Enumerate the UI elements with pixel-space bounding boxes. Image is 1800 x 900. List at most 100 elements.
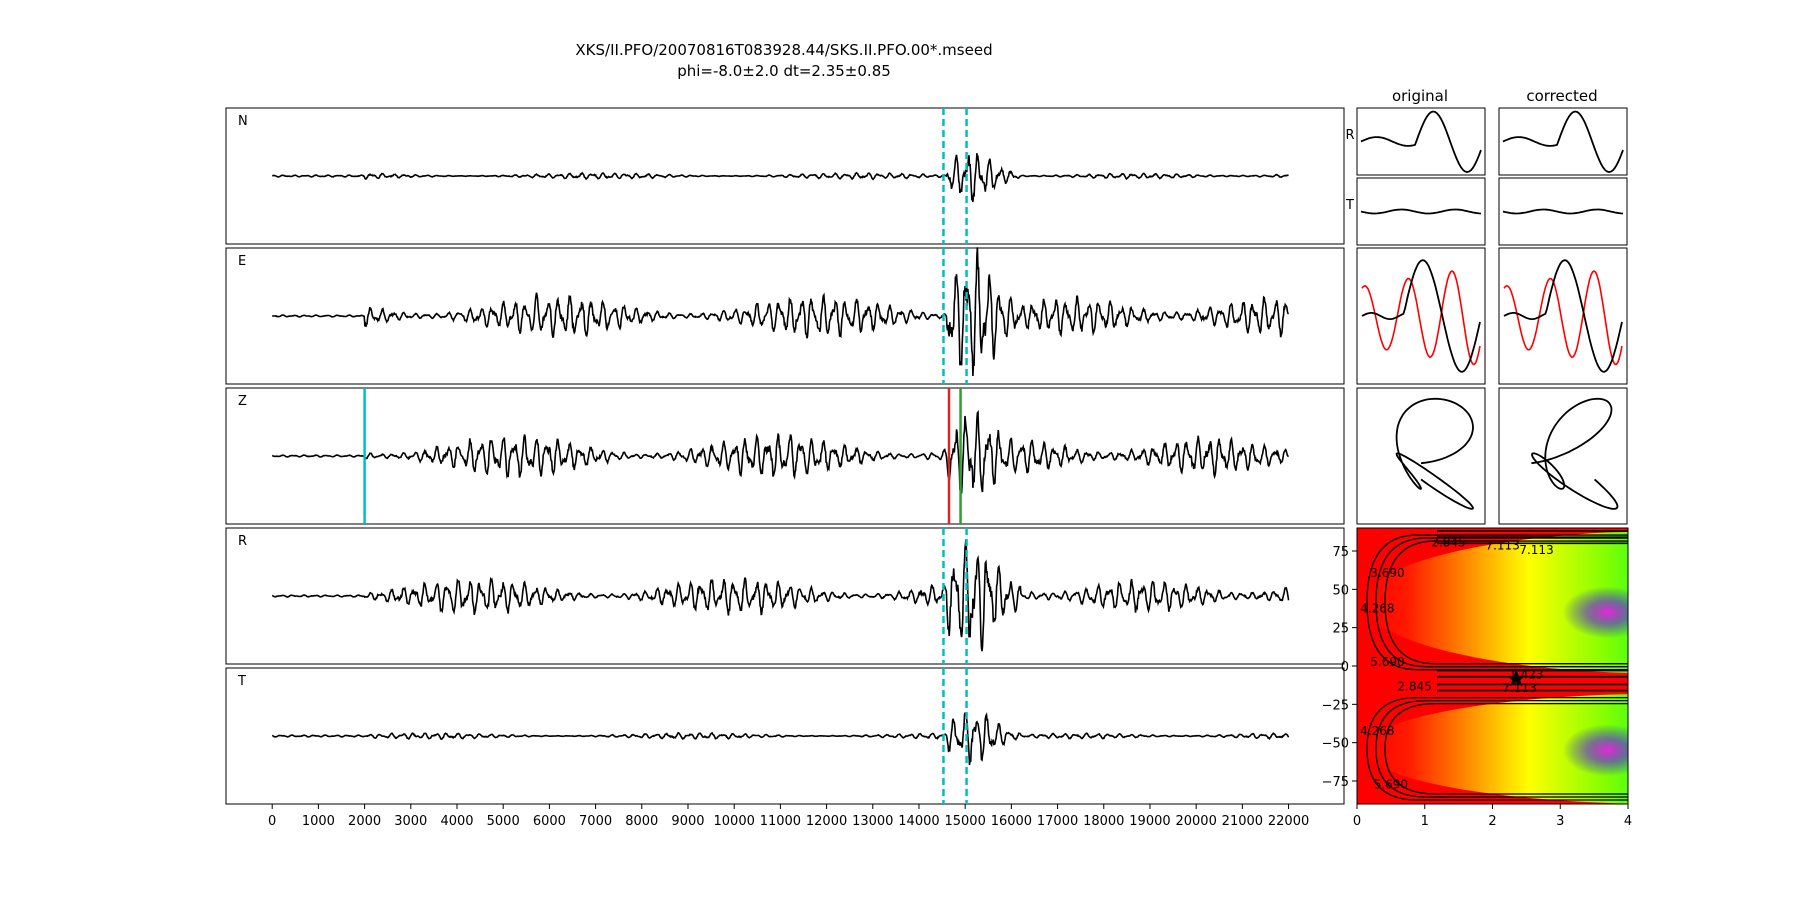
x-tick-label: 17000	[1037, 814, 1078, 829]
contour-label: 7.113	[1485, 538, 1519, 552]
x-tick-label: 3000	[394, 814, 427, 829]
x-tick-label: 21000	[1222, 814, 1263, 829]
trace-N	[272, 153, 1289, 203]
contour-label: 2.845	[1397, 680, 1431, 694]
contour-label: 4.268	[1360, 724, 1394, 738]
x-tick-label: 13000	[852, 814, 893, 829]
waveform-panel-E: E	[225, 247, 1345, 385]
particle-panel-corrected-0	[1498, 107, 1628, 176]
particle-panel-original-2	[1356, 247, 1486, 385]
particle-panel-original-0	[1356, 107, 1486, 176]
surface-lobe	[1364, 531, 1628, 674]
component-trace-black	[1503, 259, 1623, 373]
x-tick-label: 5000	[487, 814, 520, 829]
particle-motion-path	[1531, 397, 1619, 510]
x-tick-label: 4000	[440, 814, 473, 829]
panel-frame	[1356, 177, 1486, 246]
x-tick-label: 7000	[579, 814, 612, 829]
panel-frame	[1356, 247, 1486, 385]
contour-line	[1366, 534, 1628, 671]
chart-title-line1: XKS/II.PFO/20070816T083928.44/SKS.II.PFO…	[575, 41, 992, 59]
transverse-trace	[1360, 208, 1482, 215]
surface-fill: 2.845 7.113 7.1131.4232.8453.6904.2684.268…	[1357, 528, 1628, 804]
x-tick-label: 18000	[1083, 814, 1124, 829]
contour-label: 5.690	[1370, 655, 1404, 669]
panel-frame	[1498, 177, 1628, 246]
panel-label-Z: Z	[238, 394, 247, 409]
panel-frame	[1498, 247, 1628, 385]
contour-line	[1366, 696, 1628, 801]
surface-x-tick-label: 0	[1353, 814, 1361, 829]
x-tick-label: 6000	[533, 814, 566, 829]
x-tick-label: 0	[268, 814, 276, 829]
panel-frame	[1356, 387, 1486, 525]
x-tick-label: 19000	[1129, 814, 1170, 829]
contour-line	[1384, 540, 1628, 665]
column-title-corrected: corrected	[1526, 87, 1597, 105]
surface-y-tick-label: 75	[1332, 545, 1349, 560]
x-tick-label: 22000	[1268, 814, 1309, 829]
surface-x-tick-label: 1	[1421, 814, 1429, 829]
component-trace-black	[1361, 259, 1481, 373]
surface-y-tick-label: 25	[1332, 622, 1349, 637]
particle-panel-corrected-3	[1498, 387, 1628, 525]
x-tick-label: 20000	[1175, 814, 1216, 829]
panel-label-R: R	[238, 534, 247, 549]
x-tick-label: 10000	[714, 814, 755, 829]
radial-trace	[1502, 110, 1624, 174]
waveform-panels: N E Z R T	[225, 107, 1345, 805]
x-tick-label: 12000	[806, 814, 847, 829]
error-surface-plot: 2.845 7.113 7.1131.4232.8453.6904.2684.268…	[1322, 527, 1632, 829]
surface-minimum	[1562, 724, 1628, 777]
contour-lines	[1366, 530, 1628, 801]
transverse-trace	[1502, 208, 1624, 215]
particle-panel-corrected-2	[1498, 247, 1628, 385]
surface-y-tick-label: 0	[1341, 660, 1349, 675]
surface-x-tick-label: 2	[1488, 814, 1496, 829]
x-tick-label: 1000	[302, 814, 335, 829]
particle-panel-original-3	[1356, 387, 1486, 525]
waveform-x-axis: 0 1000 2000 3000 4000 5000 6000 7000 8000 9000 100…	[268, 804, 1309, 829]
panel-frame	[1498, 387, 1628, 525]
surface-minimum	[1562, 586, 1628, 639]
trace-E	[272, 247, 1289, 377]
panel-frame	[225, 107, 1345, 245]
x-tick-label: 8000	[625, 814, 658, 829]
contour-line	[1384, 702, 1628, 795]
row-label-T: T	[1345, 198, 1354, 213]
particle-motion-path	[1395, 397, 1474, 510]
x-tick-label: 9000	[671, 814, 704, 829]
chart-title-line2: phi=-8.0±2.0 dt=2.35±0.85	[677, 62, 891, 80]
waveform-panel-R: R	[225, 527, 1345, 665]
contour-label: 5.690	[1374, 778, 1408, 792]
radial-trace	[1360, 110, 1482, 174]
particle-panel-corrected-1	[1498, 177, 1628, 246]
surface-y-tick-label: −75	[1322, 775, 1349, 790]
particle-motion-panels	[1356, 107, 1628, 525]
contour-line	[1375, 537, 1628, 668]
contour-label: 4.268	[1360, 601, 1394, 615]
panel-frame	[1356, 107, 1486, 176]
waveform-panel-N: N	[225, 107, 1345, 245]
contour-label: 2.845	[1431, 535, 1465, 549]
surface-lobe	[1364, 694, 1628, 804]
surface-y-tick-label: −50	[1322, 737, 1349, 752]
particle-panel-original-1	[1356, 177, 1486, 246]
panel-label-E: E	[238, 254, 246, 269]
panel-label-N: N	[238, 114, 248, 129]
best-estimate-marker	[1508, 670, 1525, 687]
waveform-panel-T: T	[225, 667, 1345, 805]
component-trace-red	[1503, 270, 1623, 366]
surface-x-tick-label: 3	[1556, 814, 1564, 829]
row-label-R: R	[1345, 128, 1354, 143]
component-trace-red	[1361, 270, 1481, 366]
column-title-original: original	[1392, 87, 1448, 105]
x-tick-label: 15000	[944, 814, 985, 829]
x-tick-label: 16000	[991, 814, 1032, 829]
trace-T	[271, 712, 1290, 766]
surface-x-tick-label: 4	[1624, 814, 1632, 829]
x-tick-label: 2000	[348, 814, 381, 829]
panel-frame	[225, 247, 1345, 385]
trace-R	[271, 538, 1290, 652]
